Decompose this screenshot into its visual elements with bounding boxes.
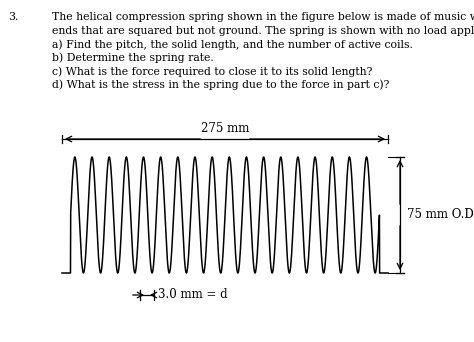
Text: 75 mm O.D: 75 mm O.D	[407, 209, 474, 222]
Text: The helical compression spring shown in the figure below is made of music wire A: The helical compression spring shown in …	[52, 12, 474, 22]
Text: c) What is the force required to close it to its solid length?: c) What is the force required to close i…	[52, 66, 373, 77]
Text: a) Find the pitch, the solid length, and the number of active coils.: a) Find the pitch, the solid length, and…	[52, 39, 413, 50]
Text: d) What is the stress in the spring due to the force in part c)?: d) What is the stress in the spring due …	[52, 79, 389, 90]
Text: b) Determine the spring rate.: b) Determine the spring rate.	[52, 53, 214, 63]
Text: 3.: 3.	[8, 12, 18, 22]
Text: 3.0 mm = d: 3.0 mm = d	[158, 289, 228, 302]
Text: ends that are squared but not ground. The spring is shown with no load applied.: ends that are squared but not ground. Th…	[52, 26, 474, 36]
Text: 275 mm: 275 mm	[201, 122, 249, 135]
